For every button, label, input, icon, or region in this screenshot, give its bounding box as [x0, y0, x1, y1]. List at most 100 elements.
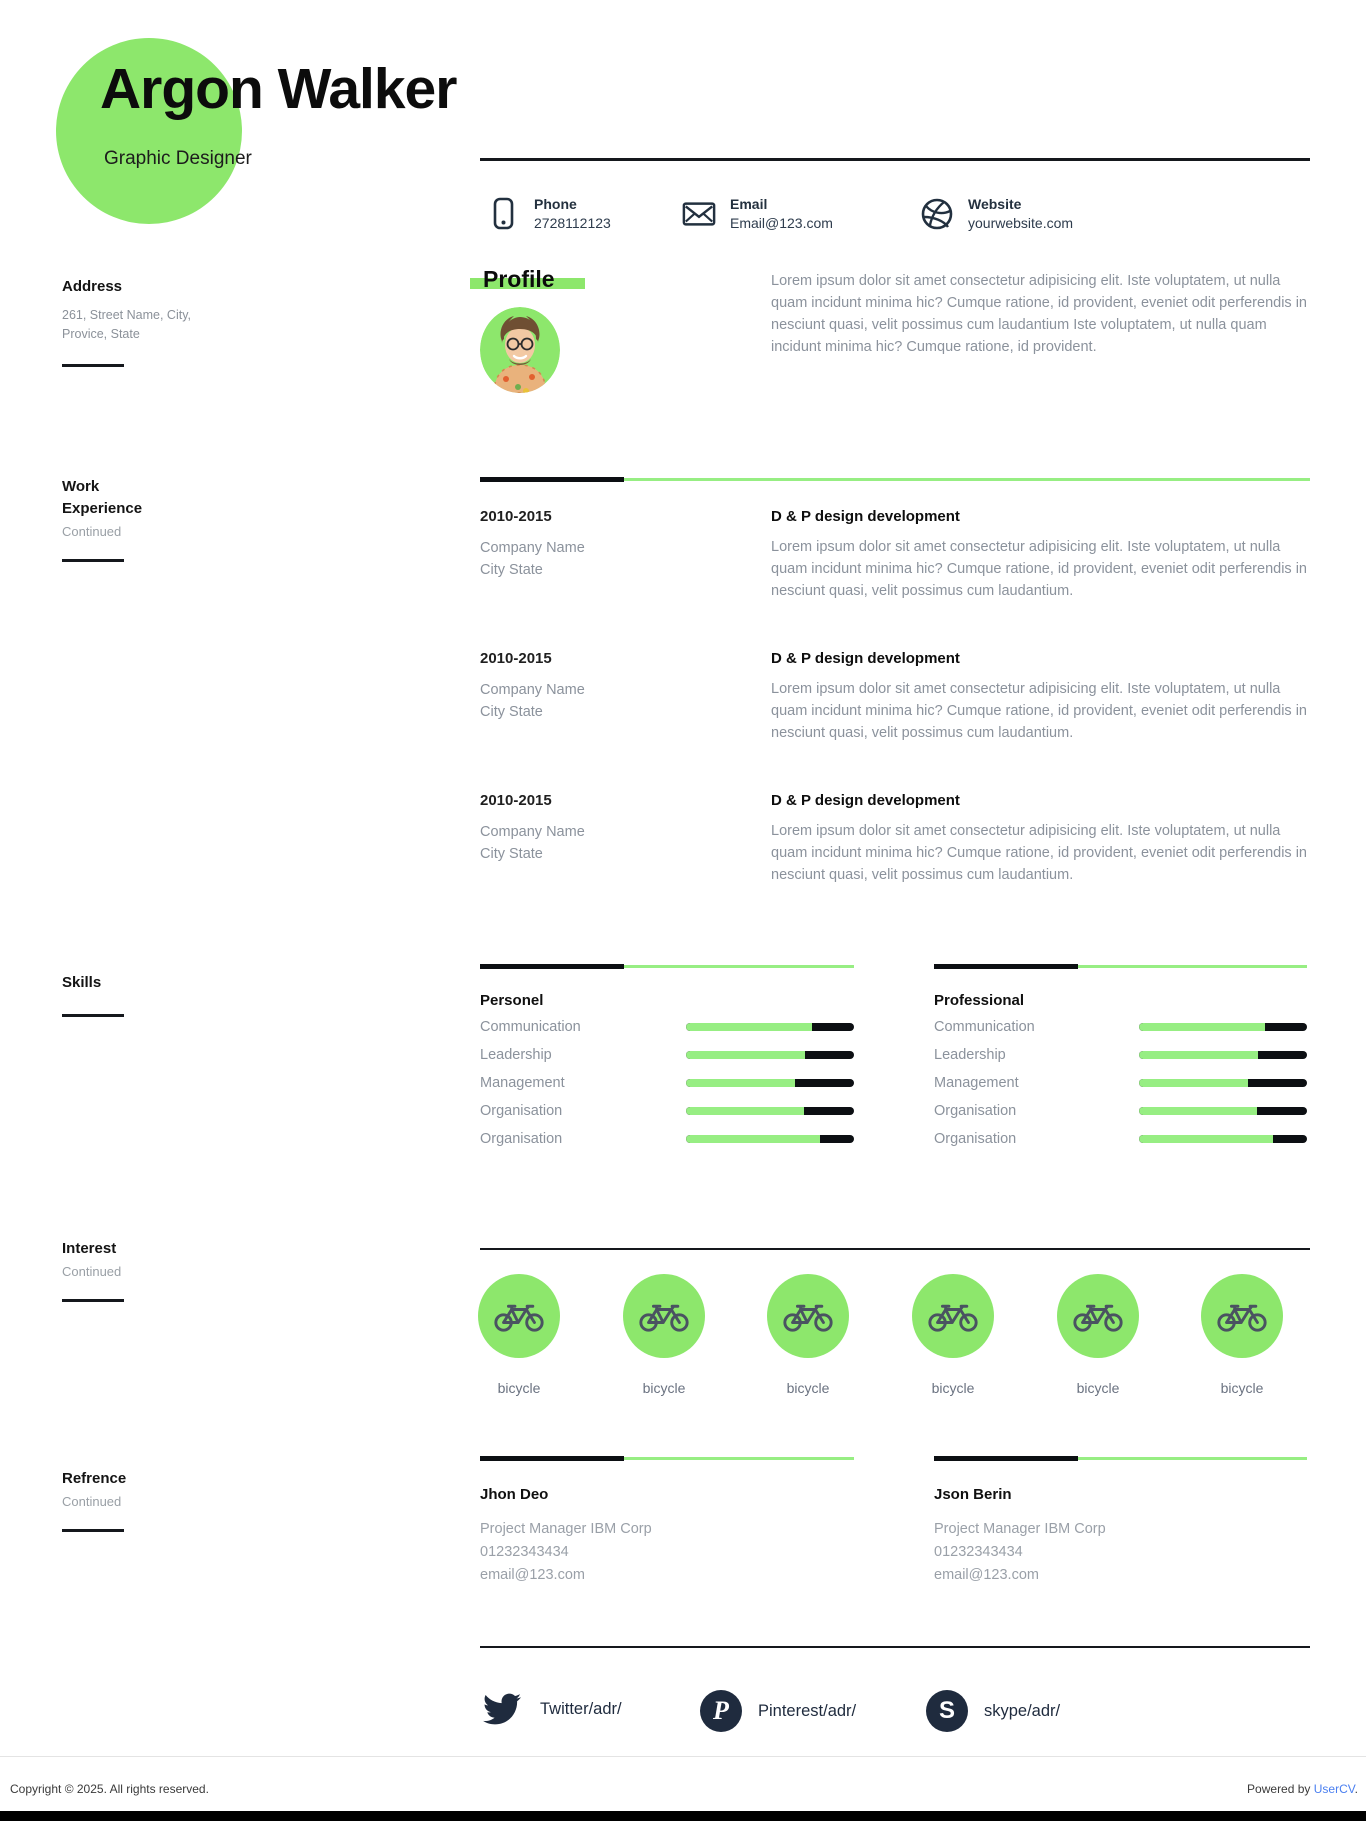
footer-copyright: Copyright © 2025. All rights reserved.	[10, 1782, 209, 1796]
profile-heading: Profile	[470, 266, 585, 293]
footer-divider	[0, 1756, 1366, 1757]
skill-name: Communication	[480, 1019, 581, 1035]
skill-bar	[1139, 1079, 1307, 1087]
contact-label: Website	[968, 196, 1022, 212]
sidebar-section-address: Address 261, Street Name, City, Provice,…	[62, 276, 222, 367]
skill-name: Leadership	[480, 1047, 552, 1063]
section-underline	[62, 1299, 124, 1302]
skill-bar	[686, 1023, 854, 1031]
bicycle-icon	[928, 1304, 978, 1332]
contact-email: Email Email@123.com	[682, 196, 833, 231]
decorative-green-circle	[56, 38, 242, 224]
work-period: 2010-2015	[480, 792, 552, 809]
interest-item: bicycle	[1201, 1274, 1283, 1396]
bicycle-icon	[1217, 1304, 1267, 1332]
interest-label: bicycle	[1076, 1380, 1120, 1396]
skill-name: Organisation	[480, 1103, 563, 1119]
work-company: Company Name City State	[480, 824, 585, 862]
bicycle-icon	[1073, 1304, 1123, 1332]
skill-bar	[1139, 1051, 1307, 1059]
website-icon	[920, 197, 954, 231]
footer-powered-by: Powered by UserCV.	[1247, 1782, 1358, 1796]
work-period: 2010-2015	[480, 508, 552, 525]
social-twitter[interactable]: Twitter/adr/	[480, 1690, 622, 1728]
interest-item: bicycle	[478, 1274, 560, 1396]
skill-name: Management	[480, 1075, 565, 1091]
skill-name: Organisation	[934, 1131, 1017, 1147]
section-title: Address	[62, 278, 123, 295]
skill-bar	[686, 1135, 854, 1143]
contact-website: Website yourwebsite.com	[920, 196, 1073, 231]
work-title: D & P design development	[771, 650, 960, 667]
person-role: Graphic Designer	[104, 148, 252, 169]
contact-value: 2728112123	[534, 215, 611, 231]
interest-label: bicycle	[497, 1380, 541, 1396]
reference-details: Project Manager IBM Corp 01232343434 ema…	[934, 1521, 1106, 1583]
address-line: Provice, State	[62, 327, 140, 341]
section-title: Work Experience	[62, 478, 143, 517]
interest-item: bicycle	[623, 1274, 705, 1396]
skills-column-heading: Professional	[934, 992, 1025, 1009]
skill-name: Leadership	[934, 1047, 1006, 1063]
contact-value[interactable]: yourwebsite.com	[968, 215, 1074, 231]
section-note: Continued	[62, 524, 122, 539]
email-icon	[682, 197, 716, 231]
contact-value[interactable]: Email@123.com	[730, 215, 833, 231]
phone-icon	[486, 197, 520, 231]
work-description: Lorem ipsum dolor sit amet consectetur a…	[771, 539, 1307, 599]
reference-name: Jhon Deo	[480, 1486, 549, 1503]
section-title: Skills	[62, 974, 102, 991]
skill-bar	[1139, 1023, 1307, 1031]
skill-name: Communication	[934, 1019, 1035, 1035]
section-underline	[62, 364, 124, 367]
skill-bar	[686, 1051, 854, 1059]
section-underline	[62, 1014, 124, 1017]
social-label[interactable]: Pinterest/adr/	[758, 1701, 857, 1720]
work-section-divider	[480, 477, 1310, 482]
address-line: 261, Street Name, City,	[62, 308, 191, 322]
social-pinterest[interactable]: P Pinterest/adr/	[700, 1690, 856, 1732]
section-note: Continued	[62, 1494, 122, 1509]
interest-label: bicycle	[1220, 1380, 1264, 1396]
interest-item: bicycle	[912, 1274, 994, 1396]
work-title: D & P design development	[771, 792, 960, 809]
bicycle-icon	[783, 1304, 833, 1332]
skill-bar	[686, 1107, 854, 1115]
contact-phone: Phone 2728112123	[486, 196, 611, 231]
work-description: Lorem ipsum dolor sit amet consectetur a…	[771, 823, 1307, 883]
profile-text: Lorem ipsum dolor sit amet consectetur a…	[771, 273, 1307, 355]
skill-bar	[686, 1079, 854, 1087]
skills-right-divider	[934, 964, 1307, 969]
skills-left-divider	[480, 964, 854, 969]
pinterest-icon: P	[700, 1690, 742, 1732]
section-underline	[62, 559, 124, 562]
work-title: D & P design development	[771, 508, 960, 525]
reference-left-divider	[480, 1456, 854, 1461]
section-note: Continued	[62, 1264, 122, 1279]
skill-bar	[1139, 1107, 1307, 1115]
bicycle-icon	[494, 1304, 544, 1332]
skills-column-heading: Personel	[480, 992, 544, 1009]
section-underline	[62, 1529, 124, 1532]
reference-name: Json Berin	[934, 1486, 1012, 1503]
person-name: Argon Walker	[100, 57, 457, 121]
sidebar-section-interest: Interest Continued	[62, 1238, 222, 1302]
profile-photo	[480, 307, 560, 393]
social-label[interactable]: skype/adr/	[984, 1701, 1061, 1720]
interest-label: bicycle	[642, 1380, 686, 1396]
social-divider	[480, 1646, 1310, 1648]
work-company: Company Name City State	[480, 682, 585, 720]
interest-divider	[480, 1248, 1310, 1250]
skill-name: Management	[934, 1075, 1019, 1091]
usercv-link[interactable]: UserCV	[1313, 1782, 1355, 1796]
bicycle-icon	[639, 1304, 689, 1332]
interest-item: bicycle	[767, 1274, 849, 1396]
sidebar-section-skills: Skills	[62, 972, 222, 1017]
skill-name: Organisation	[480, 1131, 563, 1147]
social-label[interactable]: Twitter/adr/	[540, 1699, 622, 1718]
skill-name: Organisation	[934, 1103, 1017, 1119]
interest-label: bicycle	[786, 1380, 830, 1396]
social-skype[interactable]: S skype/adr/	[926, 1690, 1060, 1732]
work-period: 2010-2015	[480, 650, 552, 667]
